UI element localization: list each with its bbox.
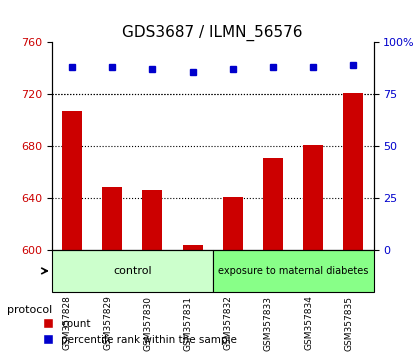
Text: GSM357835: GSM357835 [344,296,354,350]
Bar [303,145,323,250]
Text: GSM357832: GSM357832 [224,296,233,350]
Text: GSM357828: GSM357828 [63,296,72,350]
Bar [343,93,364,250]
Bar [223,197,243,250]
Bar [142,190,162,250]
Text: GSM357834: GSM357834 [304,296,313,350]
FancyBboxPatch shape [52,250,213,292]
Text: GSM357829: GSM357829 [103,296,112,350]
Bar [183,245,203,250]
Legend: count, percentile rank within the sample: count, percentile rank within the sample [39,315,242,349]
Bar [102,187,122,250]
FancyBboxPatch shape [213,250,374,292]
Bar [263,158,283,250]
Text: control: control [113,266,151,276]
Bar [62,111,82,250]
Text: GSM357833: GSM357833 [264,296,273,350]
Text: exposure to maternal diabetes: exposure to maternal diabetes [218,266,368,276]
Text: GSM357831: GSM357831 [183,296,193,350]
Text: GSM357830: GSM357830 [144,296,152,350]
Text: protocol: protocol [7,305,52,315]
Title: GDS3687 / ILMN_56576: GDS3687 / ILMN_56576 [122,25,303,41]
